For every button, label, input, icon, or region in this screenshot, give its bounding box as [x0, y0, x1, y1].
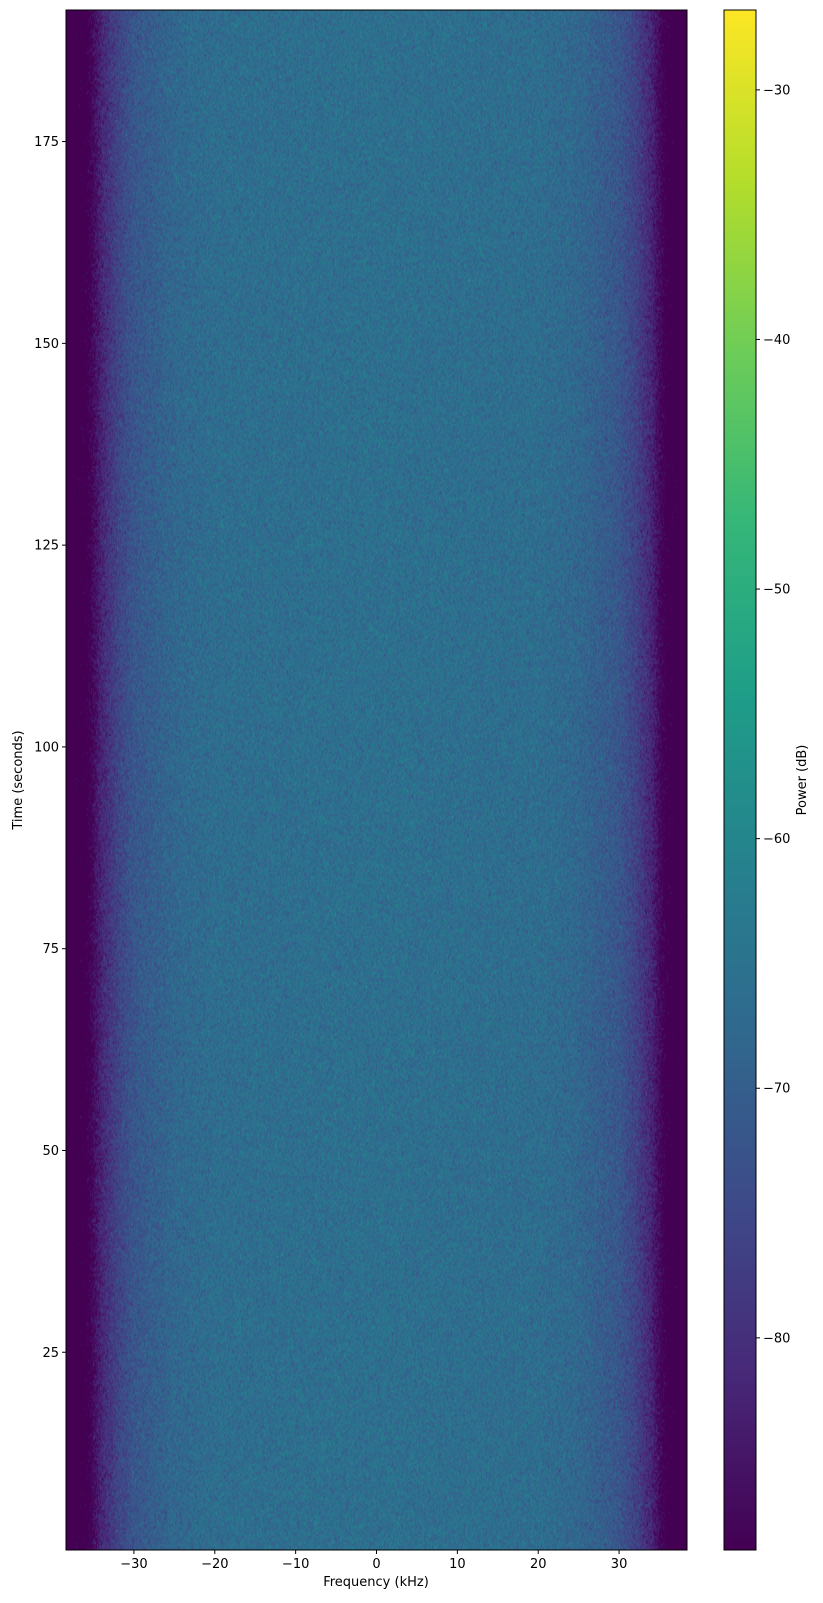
y-tick-label: 25 [42, 1346, 59, 1361]
x-tick-label: 0 [372, 1557, 380, 1572]
y-tick-label: 125 [34, 539, 59, 554]
colorbar-tick-label: −80 [763, 1331, 790, 1346]
chart-svg: −30 −20 −10 0 10 20 30 25 50 75 100 125 150 175 −80 −… [0, 0, 823, 1603]
x-axis-label: Frequency (kHz) [323, 1575, 429, 1590]
x-tick-label: −10 [282, 1557, 309, 1572]
x-tick-label: 30 [611, 1557, 628, 1572]
x-tick-label: −30 [120, 1557, 147, 1572]
y-tick-label: 150 [34, 337, 59, 352]
y-axis-label: Time (seconds) [11, 730, 26, 830]
y-tick-label: 100 [34, 740, 59, 755]
x-tick-label: 20 [530, 1557, 547, 1572]
y-tick-label: 50 [42, 1144, 59, 1159]
colorbar-tick-label: −40 [763, 333, 790, 348]
colorbar-tick-label: −50 [763, 583, 790, 598]
colorbar-tick-label: −70 [763, 1082, 790, 1097]
x-tick-label: −20 [201, 1557, 228, 1572]
colorbar-tick-label: −60 [763, 832, 790, 847]
colorbar-label: Power (dB) [795, 745, 810, 816]
colorbar-tick-label: −30 [763, 83, 790, 98]
x-tick-label: 10 [449, 1557, 466, 1572]
y-tick-label: 75 [42, 942, 59, 957]
colorbar-frame [724, 10, 756, 1550]
y-tick-label: 175 [34, 135, 59, 150]
plot-frame [66, 10, 687, 1550]
